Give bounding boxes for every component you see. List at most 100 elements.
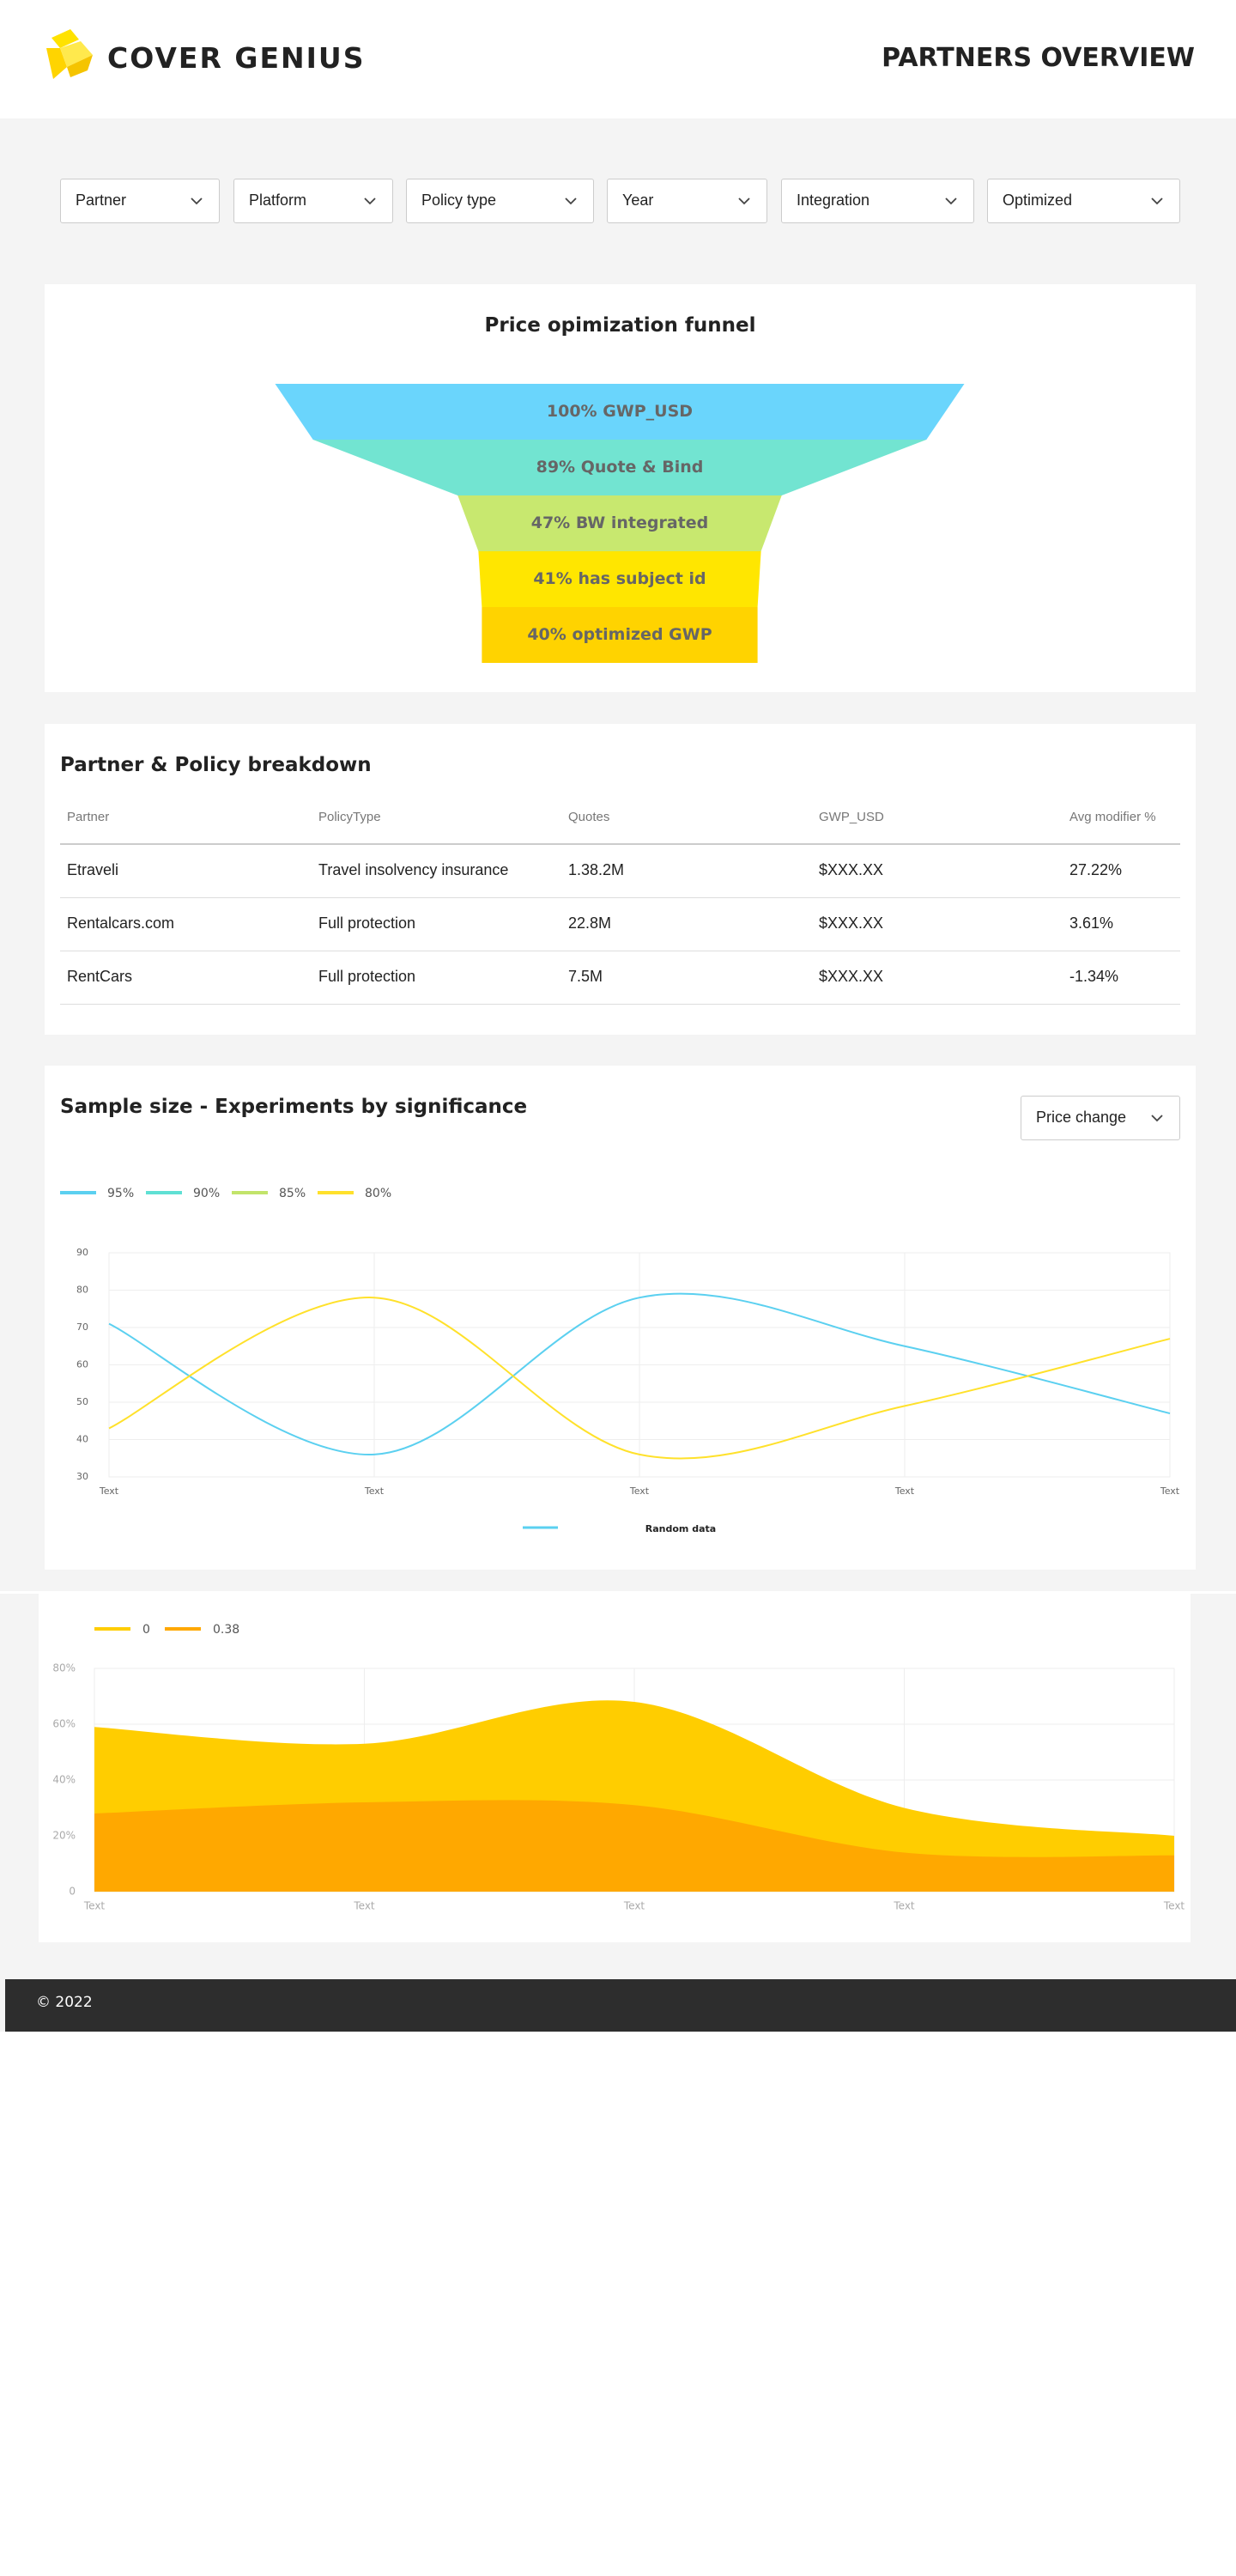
table-cell: Travel insolvency insurance <box>318 861 509 878</box>
funnel-label-part: 40% <box>527 625 566 645</box>
legend-label: 85% <box>279 1187 306 1200</box>
table-cell: Etraveli <box>67 861 119 878</box>
legend-label: 0.38 <box>213 1623 239 1637</box>
table-cell: $XXX.XX <box>819 861 884 878</box>
chart-title: Sample size - Experiments by significanc… <box>60 1096 528 1118</box>
x-tick-label: Text <box>1163 1900 1185 1912</box>
chart-dropdown[interactable]: Price change <box>1021 1096 1180 1140</box>
y-tick-label: 90 <box>76 1247 88 1258</box>
table-rule <box>60 843 1180 845</box>
legend-label: 90% <box>193 1187 220 1200</box>
y-tick-label: 0 <box>69 1886 76 1898</box>
table-cell: 7.5M <box>568 968 603 985</box>
funnel-label-text: 89% Quote & Bind <box>536 457 704 478</box>
table-cell: 22.8M <box>568 914 612 932</box>
separator <box>0 1591 1236 1594</box>
filter-dropdown[interactable]: Optimized <box>987 179 1180 223</box>
table-header: PolicyType <box>318 810 381 824</box>
bottom-legend-label: Random data <box>645 1523 716 1534</box>
filter-dropdown[interactable]: Platform <box>233 179 393 223</box>
funnel-label-part: 47% <box>530 513 571 533</box>
brand: COVER GENIUS <box>107 41 366 75</box>
area-series <box>94 1800 1174 1892</box>
x-tick-label: Text <box>894 1485 915 1497</box>
filter-dropdown[interactable]: Policy type <box>406 179 594 223</box>
funnel-segment <box>275 384 965 440</box>
x-tick-label: Text <box>364 1485 385 1497</box>
chevron <box>945 197 957 205</box>
filter-dropdown-label: Integration <box>797 191 870 209</box>
x-tick-label: Text <box>893 1900 915 1912</box>
chevron <box>1151 197 1163 205</box>
chevron-path <box>1151 1115 1163 1122</box>
table-rule <box>60 897 1180 898</box>
funnel-label: 89% Quote & Bind <box>457 440 781 495</box>
funnel-label-text: 47% BW integrated <box>531 513 709 534</box>
filter-dropdown-label: Year <box>622 191 654 209</box>
funnel-label: 47% BW integrated <box>478 495 760 551</box>
x-tick-label: Text <box>99 1485 119 1497</box>
y-tick-label: 80% <box>52 1662 76 1674</box>
filter-dropdown[interactable]: Partner <box>60 179 220 223</box>
y-tick-label: 80 <box>76 1285 88 1296</box>
y-tick-label: 60% <box>52 1718 76 1730</box>
y-tick-label: 40 <box>76 1434 88 1445</box>
y-tick-label: 60 <box>76 1359 88 1370</box>
legend-label: 0 <box>142 1623 150 1637</box>
funnel-label: 100% GWP_USD <box>313 384 927 440</box>
chevron-path <box>191 197 203 205</box>
chevron-path <box>945 197 957 205</box>
table-cell: Full protection <box>318 968 416 985</box>
table-cell: 27.22% <box>1069 861 1123 878</box>
table-header: Partner <box>67 810 110 824</box>
filter-dropdown-label: Partner <box>76 191 127 209</box>
table-card <box>45 724 1196 1035</box>
line-card <box>45 1066 1196 1570</box>
funnel-label: 41% has subject id <box>482 551 757 607</box>
legend-label: 95% <box>107 1187 134 1200</box>
chevron <box>738 197 750 205</box>
chevron <box>191 197 203 205</box>
funnel-label-part: has subject id <box>578 569 706 589</box>
logo <box>46 29 93 79</box>
chevron <box>565 197 577 205</box>
line-series <box>108 1292 1171 1455</box>
funnel-label-part: 41% <box>533 569 573 589</box>
table-title: Partner & Policy breakdown <box>60 754 372 776</box>
funnel-label-text: 40% optimized GWP <box>527 624 712 646</box>
y-tick-label: 20% <box>52 1830 76 1842</box>
chevron-path <box>565 197 577 205</box>
table-cell: $XXX.XX <box>819 968 884 985</box>
funnel-label-part: Quote & Bind <box>580 458 704 477</box>
y-tick-label: 30 <box>76 1471 88 1482</box>
y-tick-label: 50 <box>76 1396 88 1407</box>
chevron-path <box>738 197 750 205</box>
footer <box>5 1979 1236 2032</box>
funnel-label-text: 41% has subject id <box>533 568 706 590</box>
filter-dropdown[interactable]: Integration <box>781 179 974 223</box>
y-tick-label: 70 <box>76 1321 88 1333</box>
chevron <box>1151 1115 1163 1122</box>
filter-dropdown-label: Platform <box>249 191 307 209</box>
table-rule <box>60 1004 1180 1005</box>
chevron-path <box>364 197 376 205</box>
table-header: Quotes <box>568 810 610 824</box>
funnel-label-part: 100% <box>546 402 597 422</box>
funnel-segment <box>478 551 761 607</box>
chart-dropdown-label: Price change <box>1036 1109 1127 1126</box>
x-tick-label: Text <box>353 1900 375 1912</box>
x-tick-label: Text <box>1160 1485 1180 1497</box>
legend-label: 80% <box>365 1187 391 1200</box>
filter-dropdown-label: Policy type <box>421 191 497 209</box>
funnel-segment <box>457 495 782 551</box>
table-cell: $XXX.XX <box>819 914 884 932</box>
table-cell: 3.61% <box>1069 914 1114 932</box>
filter-dropdown[interactable]: Year <box>607 179 767 223</box>
funnel-label-part: 89% <box>536 458 576 477</box>
x-tick-label: Text <box>83 1900 106 1912</box>
table-cell: RentCars <box>67 968 133 985</box>
footer-text: © 2022 <box>36 1994 93 2011</box>
funnel-label-part: GWP_USD <box>603 402 694 422</box>
